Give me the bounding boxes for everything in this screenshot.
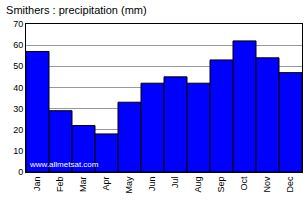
svg-text:40: 40	[13, 83, 23, 93]
svg-text:0: 0	[18, 167, 23, 177]
svg-text:Mar: Mar	[78, 177, 88, 193]
svg-text:Sep: Sep	[216, 177, 226, 193]
svg-text:30: 30	[13, 104, 23, 114]
svg-text:Nov: Nov	[262, 176, 272, 193]
svg-text:www.allmetsat.com: www.allmetsat.com	[29, 160, 99, 169]
svg-text:Apr: Apr	[101, 177, 111, 191]
svg-text:Jun: Jun	[147, 177, 157, 192]
svg-text:70: 70	[13, 19, 23, 29]
svg-text:Jul: Jul	[170, 177, 180, 189]
svg-text:Smithers : precipitation (mm): Smithers : precipitation (mm)	[6, 4, 147, 16]
svg-text:20: 20	[13, 125, 23, 135]
svg-text:Aug: Aug	[193, 177, 203, 193]
svg-text:50: 50	[13, 61, 23, 71]
svg-text:10: 10	[13, 146, 23, 156]
svg-text:May: May	[124, 176, 134, 194]
svg-text:Oct: Oct	[239, 176, 249, 191]
svg-text:60: 60	[13, 40, 23, 50]
svg-text:Dec: Dec	[285, 176, 295, 193]
svg-text:Feb: Feb	[55, 177, 65, 193]
svg-text:Jan: Jan	[32, 177, 42, 192]
